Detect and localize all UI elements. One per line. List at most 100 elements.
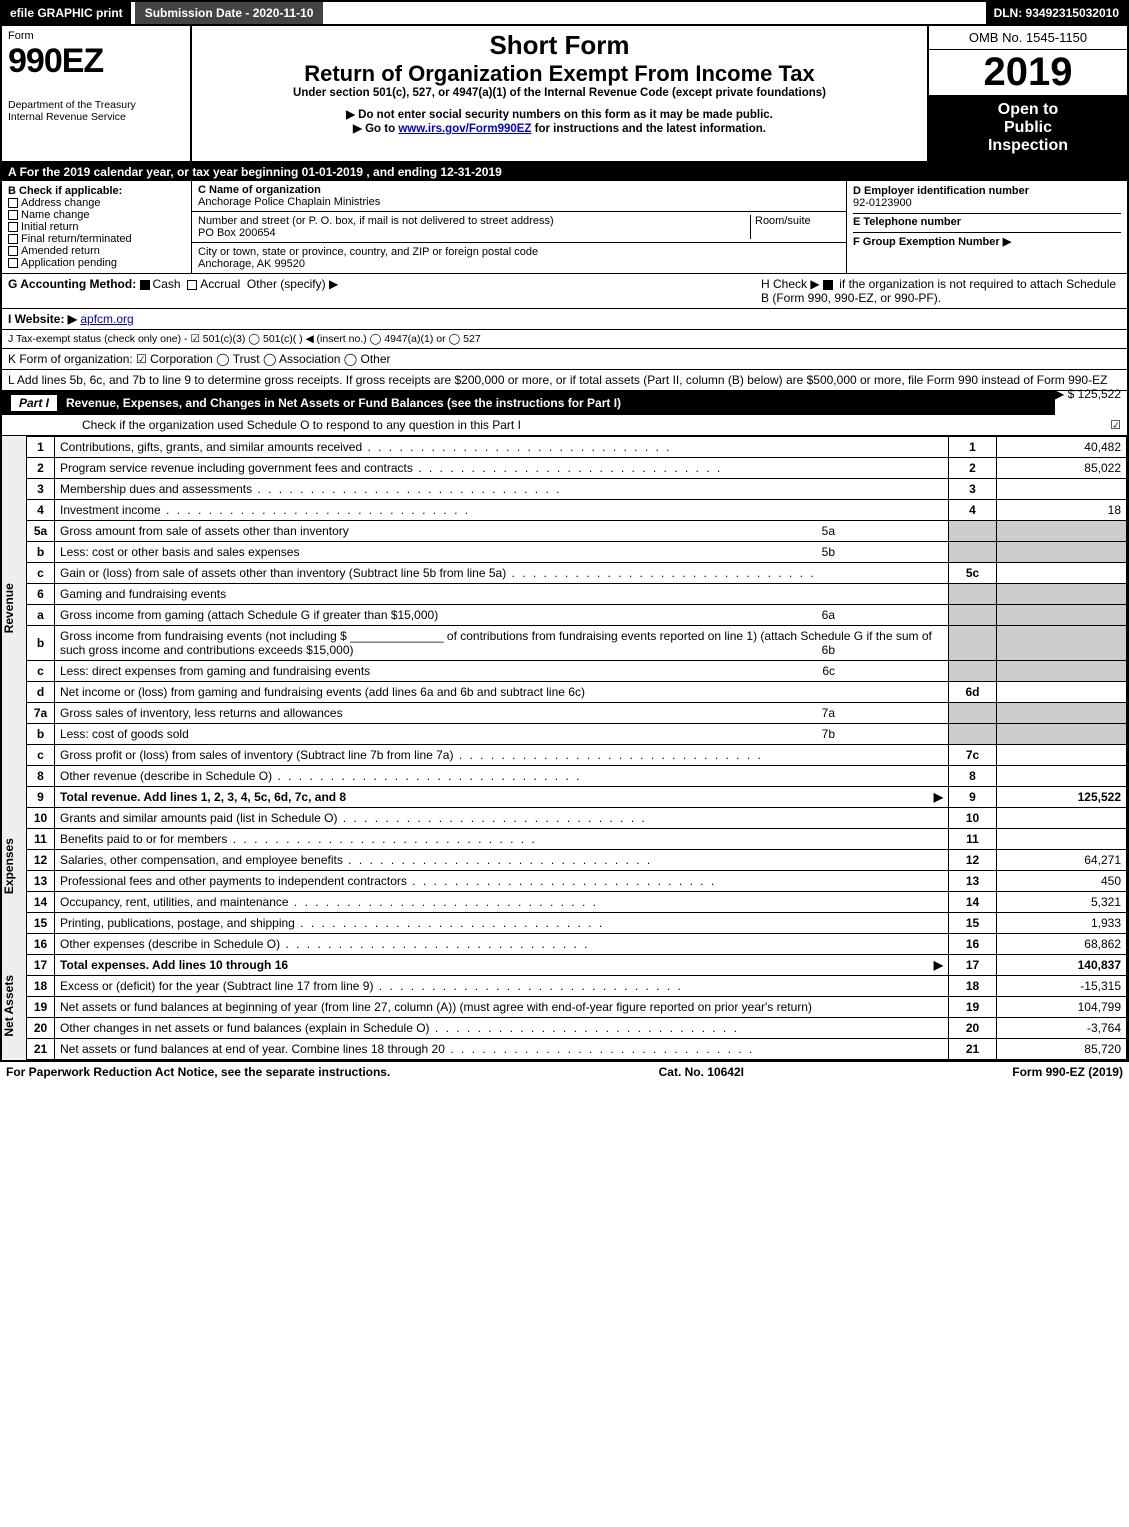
row-gh: G Accounting Method: Cash Accrual Other … [2, 274, 1127, 309]
line-a-calendar: A For the 2019 calendar year, or tax yea… [2, 163, 1127, 181]
chk-amended[interactable]: Amended return [21, 245, 100, 257]
side-revenue: Revenue [2, 436, 26, 780]
org-name: Anchorage Police Chaplain Ministries [198, 196, 840, 208]
h-pre: H Check ▶ [761, 277, 823, 291]
l-amount: ▶ $ 125,522 [1055, 387, 1121, 401]
row-18: 18Excess or (deficit) for the year (Subt… [27, 976, 1127, 997]
box-c: C Name of organization Anchorage Police … [192, 181, 847, 273]
f-label: F Group Exemption Number ▶ [853, 232, 1121, 248]
box-b: B Check if applicable: Address change Na… [2, 181, 192, 273]
row-19: 19Net assets or fund balances at beginni… [27, 997, 1127, 1018]
row-7a: 7aGross sales of inventory, less returns… [27, 703, 1127, 724]
ssn-warning: Do not enter social security numbers on … [198, 107, 921, 121]
row-20: 20Other changes in net assets or fund ba… [27, 1018, 1127, 1039]
box-b-title: B Check if applicable: [8, 185, 185, 197]
goto-line: ▶ Go to www.irs.gov/Form990EZ for instru… [198, 121, 921, 135]
city-val: Anchorage, AK 99520 [198, 258, 840, 270]
row-6: 6Gaming and fundraising events [27, 584, 1127, 605]
ein-value: 92-0123900 [853, 197, 1121, 209]
part1-checkbox[interactable]: ☑ [1110, 418, 1121, 432]
open-to-public: Open to Public Inspection [929, 95, 1127, 161]
row-9: 9Total revenue. Add lines 1, 2, 3, 4, 5c… [27, 787, 1127, 808]
e-label: E Telephone number [853, 213, 1121, 228]
row-17: 17Total expenses. Add lines 10 through 1… [27, 955, 1127, 976]
part1-sub: Check if the organization used Schedule … [2, 415, 1127, 436]
part1-title: Revenue, Expenses, and Changes in Net As… [66, 396, 621, 410]
form-id: 990EZ [8, 42, 184, 81]
chk-h[interactable] [823, 280, 833, 290]
g-other: Other (specify) ▶ [247, 277, 338, 291]
row-6b: bGross income from fundraising events (n… [27, 626, 1127, 661]
dln-badge: DLN: 93492315032010 [986, 2, 1127, 24]
box-d: D Employer identification number 92-0123… [847, 181, 1127, 273]
row-5a: 5aGross amount from sale of assets other… [27, 521, 1127, 542]
row-j: J Tax-exempt status (check only one) - ☑… [2, 330, 1127, 349]
addr-label: Number and street (or P. O. box, if mail… [198, 215, 750, 227]
row-10: 10Grants and similar amounts paid (list … [27, 808, 1127, 829]
row-3: 3Membership dues and assessments3 [27, 479, 1127, 500]
chk-pending[interactable]: Application pending [21, 257, 117, 269]
row-8: 8Other revenue (describe in Schedule O)8 [27, 766, 1127, 787]
subtitle: Under section 501(c), 527, or 4947(a)(1)… [198, 87, 921, 99]
short-form-title: Short Form [198, 30, 921, 61]
chk-address[interactable]: Address change [21, 197, 101, 209]
page-footer: For Paperwork Reduction Act Notice, see … [0, 1062, 1129, 1082]
row-7c: cGross profit or (loss) from sales of in… [27, 745, 1127, 766]
chk-name[interactable]: Name change [21, 209, 90, 221]
footer-left: For Paperwork Reduction Act Notice, see … [6, 1065, 390, 1079]
footer-right: Form 990-EZ (2019) [1012, 1065, 1123, 1079]
row-2: 2Program service revenue including gover… [27, 458, 1127, 479]
row-12: 12Salaries, other compensation, and empl… [27, 850, 1127, 871]
chk-initial[interactable]: Initial return [21, 221, 78, 233]
row-l: L Add lines 5b, 6c, and 7b to line 9 to … [2, 370, 1127, 391]
g-label: G Accounting Method: [8, 277, 136, 291]
part1-body: Revenue Expenses Net Assets 1Contributio… [2, 436, 1127, 1060]
return-title: Return of Organization Exempt From Incom… [198, 61, 921, 87]
header-row: Form 990EZ Department of the Treasury In… [2, 26, 1127, 163]
addr-val: PO Box 200654 [198, 227, 750, 239]
chk-cash[interactable] [140, 280, 150, 290]
chk-final[interactable]: Final return/terminated [21, 233, 132, 245]
c-label: C Name of organization [198, 184, 840, 196]
dept-line1: Department of the Treasury [8, 99, 184, 111]
irs-link[interactable]: www.irs.gov/Form990EZ [398, 123, 531, 135]
footer-mid: Cat. No. 10642I [659, 1065, 744, 1079]
dept-line2: Internal Revenue Service [8, 111, 184, 123]
row-6c: cLess: direct expenses from gaming and f… [27, 661, 1127, 682]
goto-post: for instructions and the latest informat… [535, 123, 766, 135]
row-6a: aGross income from gaming (attach Schedu… [27, 605, 1127, 626]
row-5c: cGain or (loss) from sale of assets othe… [27, 563, 1127, 584]
form-word: Form [8, 30, 184, 42]
row-1: 1Contributions, gifts, grants, and simil… [27, 437, 1127, 458]
website-link[interactable]: apfcm.org [80, 312, 133, 326]
city-label: City or town, state or province, country… [198, 246, 840, 258]
d-label: D Employer identification number [853, 185, 1121, 197]
chk-accrual[interactable] [187, 280, 197, 290]
l-text: L Add lines 5b, 6c, and 7b to line 9 to … [8, 373, 1107, 387]
row-21: 21Net assets or fund balances at end of … [27, 1039, 1127, 1060]
lines-table: 1Contributions, gifts, grants, and simil… [26, 436, 1127, 1060]
row-16: 16Other expenses (describe in Schedule O… [27, 934, 1127, 955]
row-k: K Form of organization: ☑ Corporation ◯ … [2, 349, 1127, 370]
row-7b: bLess: cost of goods sold7b [27, 724, 1127, 745]
side-netassets: Net Assets [2, 952, 26, 1060]
row-14: 14Occupancy, rent, utilities, and mainte… [27, 892, 1127, 913]
omb-number: OMB No. 1545-1150 [929, 26, 1127, 50]
part1-header: Part I Revenue, Expenses, and Changes in… [2, 391, 1055, 415]
row-15: 15Printing, publications, postage, and s… [27, 913, 1127, 934]
side-expenses: Expenses [2, 780, 26, 952]
i-label: I Website: ▶ [8, 312, 77, 326]
room-suite: Room/suite [750, 215, 840, 239]
form-container: efile GRAPHIC print Submission Date - 20… [0, 0, 1129, 1062]
row-5b: bLess: cost or other basis and sales exp… [27, 542, 1127, 563]
row-4: 4Investment income418 [27, 500, 1127, 521]
info-grid: B Check if applicable: Address change Na… [2, 181, 1127, 274]
tax-year: 2019 [929, 50, 1127, 95]
row-11: 11Benefits paid to or for members11 [27, 829, 1127, 850]
part1-label: Part I [10, 394, 58, 412]
row-6d: dNet income or (loss) from gaming and fu… [27, 682, 1127, 703]
row-13: 13Professional fees and other payments t… [27, 871, 1127, 892]
goto-pre: Go to [365, 123, 398, 135]
efile-badge[interactable]: efile GRAPHIC print [2, 2, 131, 24]
top-bar: efile GRAPHIC print Submission Date - 20… [2, 2, 1127, 26]
